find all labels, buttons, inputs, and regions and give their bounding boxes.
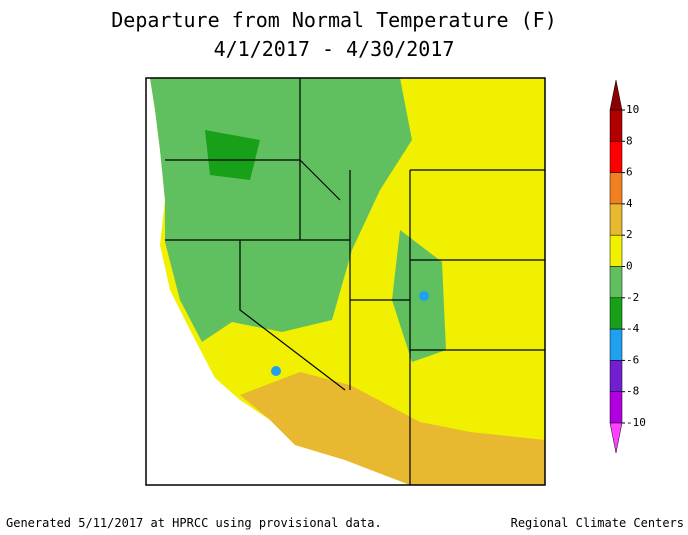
map-border (145, 77, 546, 486)
legend-swatch (609, 266, 623, 299)
legend-label: 4 (626, 197, 633, 210)
footer-left: Generated 5/11/2017 at HPRCC using provi… (6, 516, 382, 530)
warm-region (240, 372, 545, 485)
title: Departure from Normal Temperature (F) (111, 8, 557, 32)
legend-label: 8 (626, 134, 633, 147)
legend-label: -10 (626, 416, 646, 429)
legend-label: -2 (626, 291, 639, 304)
cold-spot (271, 366, 281, 376)
legend-label: 6 (626, 166, 633, 179)
legend-swatch (609, 360, 623, 392)
legend-swatch (609, 422, 623, 454)
legend-label: -4 (626, 322, 640, 335)
cold-patch (205, 130, 260, 180)
legend-swatch (609, 172, 623, 205)
legend: 10 8 6 4 2 0 -2 -4 -6 -8 -10 (609, 79, 646, 454)
legend-label: -8 (626, 385, 639, 398)
legend-swatch (609, 79, 623, 111)
legend-swatch (609, 328, 623, 361)
legend-swatch (609, 234, 623, 267)
state-lines (165, 78, 545, 485)
map (145, 77, 546, 486)
legend-swatch (609, 141, 623, 173)
cold-spot (419, 291, 429, 301)
legend-swatch (609, 109, 623, 142)
legend-label: 2 (626, 228, 633, 241)
legend-label: -6 (626, 353, 639, 366)
legend-label: 10 (626, 103, 639, 116)
footer-right: Regional Climate Centers (511, 516, 684, 530)
legend-swatch (609, 297, 623, 330)
legend-label: 0 (626, 260, 633, 273)
legend-swatch (609, 203, 623, 236)
legend-swatch (609, 391, 623, 424)
subtitle: 4/1/2017 - 4/30/2017 (214, 37, 455, 61)
